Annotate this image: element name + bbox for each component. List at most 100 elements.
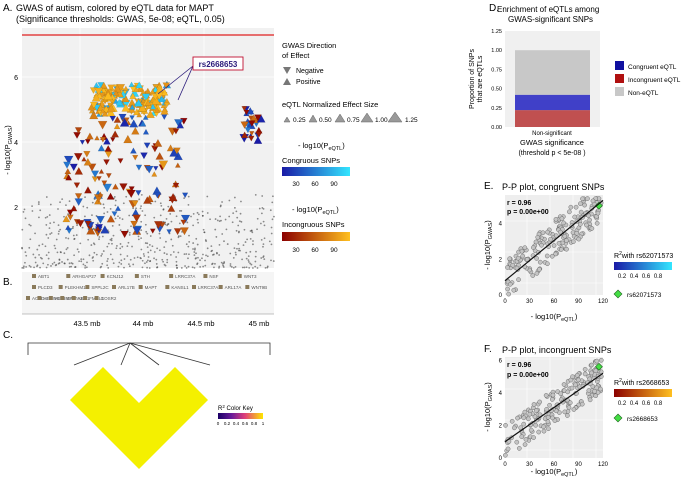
gwas-point-grey bbox=[229, 263, 232, 265]
panel-d-category-label: Non-significant bbox=[532, 131, 572, 137]
r2-key-tick-06: 0.6 bbox=[242, 421, 249, 426]
gwas-point-grey bbox=[258, 207, 261, 210]
gwas-point-grey bbox=[177, 235, 180, 237]
panel-f-xtick: 120 bbox=[598, 462, 609, 468]
panel-f-point bbox=[594, 358, 600, 364]
gwas-point-congruous bbox=[135, 81, 143, 89]
gwas-point-grey bbox=[54, 247, 57, 250]
gwas-point-grey bbox=[70, 265, 73, 268]
panel-letter-e: E. bbox=[484, 181, 493, 192]
gwas-point-incongruous bbox=[73, 153, 83, 161]
gwas-point-grey bbox=[120, 263, 123, 265]
gwas-point-incongruous bbox=[86, 132, 94, 140]
panel-d-bars bbox=[515, 50, 590, 127]
panel-b-xtick-435: 43.5 mb bbox=[73, 319, 100, 328]
legend-incong-tick-60: 60 bbox=[311, 247, 319, 254]
gwas-point-grey bbox=[166, 258, 169, 261]
gwas-point-grey bbox=[156, 247, 159, 250]
legend-direction-title-2: of Effect bbox=[282, 51, 310, 60]
r2-key-tick-1: 1 bbox=[262, 421, 265, 426]
gwas-point-congruous bbox=[99, 108, 106, 114]
gwas-point-grey bbox=[112, 234, 115, 237]
gwas-point-grey bbox=[192, 242, 195, 244]
legend-negative-label: Negative bbox=[296, 68, 324, 75]
gwas-point-incongruous bbox=[110, 137, 116, 143]
gwas-point-grey bbox=[126, 245, 129, 248]
gwas-point-congruous bbox=[112, 84, 122, 93]
gwas-point-congruous bbox=[160, 102, 167, 109]
gwas-point-grey bbox=[170, 220, 173, 223]
gwas-point-incongruous bbox=[99, 137, 107, 143]
effect-size-icon-125 bbox=[387, 111, 403, 123]
panel-f-point bbox=[550, 415, 555, 421]
gwas-point-incongruous bbox=[117, 158, 124, 164]
gwas-point-grey bbox=[103, 206, 106, 209]
gene-marker bbox=[245, 285, 250, 289]
gwas-point-grey bbox=[167, 205, 170, 208]
panel-f-point bbox=[523, 437, 529, 442]
gwas-point-grey bbox=[270, 259, 272, 262]
panel-e-point bbox=[587, 217, 592, 223]
gwas-point-grey bbox=[79, 242, 82, 245]
annotation-leader-line-2 bbox=[177, 65, 194, 101]
legend-non-eqtl-label: Non-eQTL bbox=[628, 90, 659, 97]
gwas-point-grey bbox=[209, 218, 211, 221]
gwas-point-grey bbox=[28, 264, 31, 267]
panel-e-legend-tick-02: 0.2 bbox=[618, 274, 627, 280]
gwas-point-grey bbox=[235, 210, 238, 213]
gwas-point-grey bbox=[172, 251, 175, 253]
gwas-point-grey bbox=[162, 208, 165, 211]
panel-e-point bbox=[589, 226, 595, 231]
gwas-point-grey bbox=[170, 238, 173, 241]
panel-e-point bbox=[519, 248, 525, 254]
gwas-point-grey bbox=[71, 262, 74, 265]
gwas-point-grey bbox=[71, 227, 74, 230]
panel-e-legend-tick-06: 0.6 bbox=[642, 274, 651, 280]
effect-size-label-025: 0.25 bbox=[293, 117, 306, 124]
gwas-point-grey bbox=[42, 262, 45, 265]
gwas-point-grey bbox=[223, 240, 225, 243]
gwas-point-grey bbox=[206, 247, 209, 250]
gwas-point-grey bbox=[263, 237, 266, 240]
panel-e-ytick: 0 bbox=[499, 293, 503, 299]
panel-a-subtitle: (Significance thresholds: GWAS, 5e-08; e… bbox=[16, 14, 225, 24]
gwas-point-incongruous bbox=[119, 117, 130, 127]
gwas-point-incongruous bbox=[180, 227, 189, 236]
r2-key-tick-04: 0.4 bbox=[233, 421, 240, 426]
gwas-point-grey bbox=[178, 209, 181, 212]
gwas-point-grey bbox=[193, 248, 196, 251]
gwas-point-grey bbox=[252, 267, 254, 269]
gwas-point-incongruous bbox=[173, 228, 182, 236]
gwas-point-incongruous bbox=[104, 145, 112, 152]
panel-e-point bbox=[568, 204, 574, 210]
gwas-point-incongruous bbox=[73, 182, 81, 189]
gwas-point-grey bbox=[101, 262, 104, 265]
gwas-point-grey bbox=[114, 199, 117, 202]
gwas-point-incongruous bbox=[248, 135, 255, 142]
gwas-point-grey bbox=[158, 249, 161, 252]
gwas-point-incongruous bbox=[153, 221, 163, 230]
gwas-point-congruous bbox=[107, 84, 115, 92]
gwas-point-grey bbox=[29, 238, 32, 241]
panel-e-point bbox=[580, 196, 585, 202]
gwas-point-grey bbox=[47, 251, 50, 254]
panel-d-xlabel-2: (threshold p < 5e-08 ) bbox=[518, 150, 585, 157]
gwas-point-grey bbox=[262, 245, 264, 248]
gwas-point-grey bbox=[269, 209, 272, 212]
panel-f-point bbox=[544, 406, 549, 412]
gwas-point-grey bbox=[144, 262, 146, 265]
gwas-point-grey bbox=[34, 256, 37, 259]
gwas-point-grey bbox=[45, 266, 48, 269]
panel-e-point bbox=[556, 240, 562, 246]
gwas-point-grey bbox=[32, 253, 35, 256]
gwas-point-grey bbox=[107, 267, 110, 269]
gwas-point-grey bbox=[255, 250, 257, 253]
gwas-point-congruous bbox=[150, 103, 157, 110]
legend-incongruent-label: Incongruent eQTL bbox=[628, 77, 681, 84]
gene-marker bbox=[58, 285, 63, 289]
gwas-point-grey bbox=[197, 256, 199, 259]
gwas-point-grey bbox=[237, 231, 240, 234]
panel-e-p-text: p = 0.00e+00 bbox=[507, 209, 549, 216]
panel-f-point bbox=[531, 402, 537, 407]
gwas-point-grey bbox=[76, 248, 79, 251]
